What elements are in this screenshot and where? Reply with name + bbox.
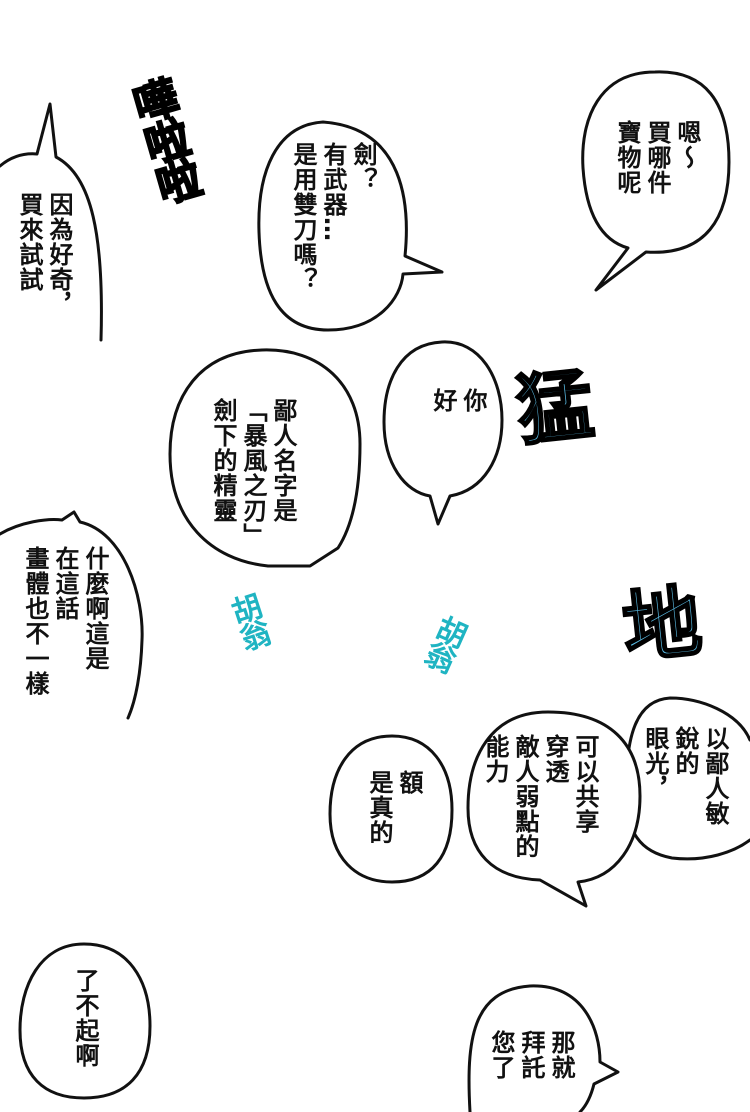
sfx-fierce-text: 猛: [499, 362, 598, 449]
dialogue-really: 額 是真的: [365, 770, 423, 845]
bubble-outline-really: [328, 734, 454, 884]
dialogue-which: 嗯～ 買哪件 寶物呢: [613, 120, 701, 195]
dialogue-please: 那就 拜託 您了: [487, 1030, 575, 1080]
dialogue-curious: 因為好奇， 買來試試: [15, 192, 73, 317]
bubble-outline-share: [466, 710, 642, 908]
bubble-outline-which: [581, 70, 731, 292]
dialogue-share: 可以共享 穿透 敵人弱點的 能力: [481, 734, 599, 859]
dialogue-sword: 劍？ 有武器… 是用雙刀嗎？: [289, 142, 377, 292]
dialogue-hello: 你 好: [429, 388, 487, 413]
sfx-ground-text: 地: [605, 578, 705, 667]
bubble-outline-amazing: [18, 942, 152, 1100]
bubble-outline-name: [168, 348, 362, 568]
bubble-outline-please: [467, 984, 620, 1112]
bubble-outline-curious: [0, 102, 103, 342]
bubble-outline-hello: [382, 340, 504, 526]
dialogue-eyes: 以鄙人敏 銳的 眼光，: [641, 726, 729, 826]
bubble-outline-sword: [257, 120, 444, 332]
dialogue-amazing: 了不起啊: [71, 968, 99, 1068]
dialogue-name: 鄙人名字是 「暴風之刃」 劍下的精靈: [209, 398, 297, 548]
bubble-outline-what: [0, 510, 144, 720]
dialogue-what: 什麼啊這是 在這話 畫體也不一樣: [21, 546, 109, 696]
